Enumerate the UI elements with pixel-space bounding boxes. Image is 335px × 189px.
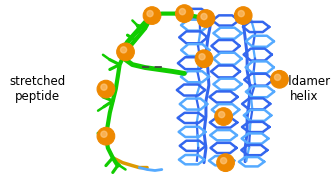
- Circle shape: [101, 84, 107, 90]
- Circle shape: [197, 10, 215, 27]
- Circle shape: [147, 11, 153, 17]
- Circle shape: [201, 13, 207, 20]
- Circle shape: [238, 11, 244, 17]
- Circle shape: [97, 80, 115, 98]
- Circle shape: [199, 54, 205, 60]
- Circle shape: [217, 154, 234, 171]
- Circle shape: [215, 108, 232, 125]
- Circle shape: [274, 74, 281, 81]
- Circle shape: [271, 70, 288, 88]
- Circle shape: [179, 9, 186, 15]
- Text: stretched
peptide: stretched peptide: [9, 75, 65, 103]
- Circle shape: [101, 131, 107, 137]
- Circle shape: [220, 158, 227, 164]
- Circle shape: [97, 127, 115, 145]
- Circle shape: [195, 50, 213, 67]
- Circle shape: [176, 5, 193, 22]
- Text: foldamer
helix: foldamer helix: [277, 75, 331, 103]
- Circle shape: [121, 47, 127, 53]
- Circle shape: [143, 7, 161, 24]
- Circle shape: [117, 43, 134, 61]
- Circle shape: [218, 112, 225, 118]
- Circle shape: [234, 7, 252, 24]
